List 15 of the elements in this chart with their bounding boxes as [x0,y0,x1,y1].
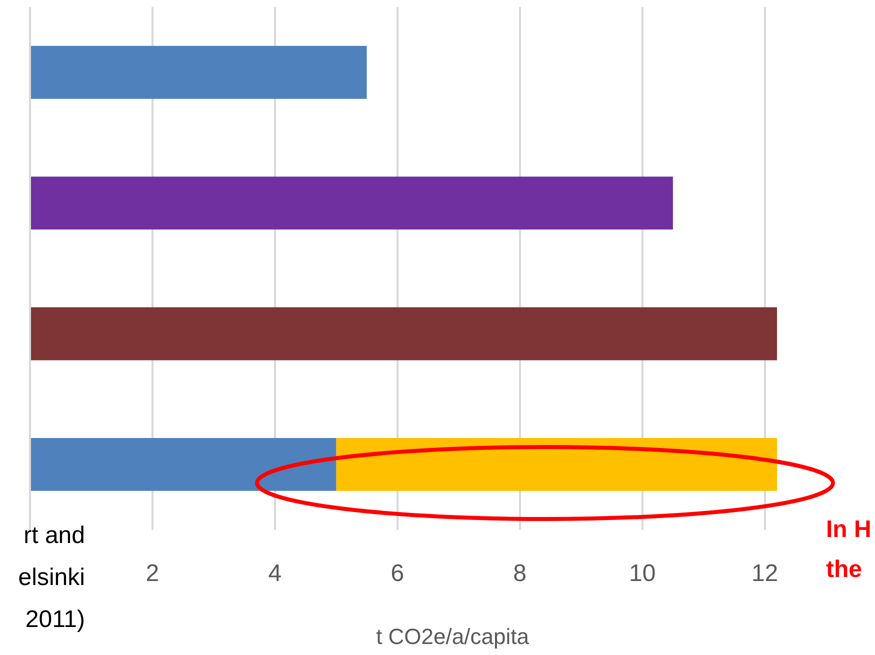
bar [31,307,778,360]
x-tick-label: 10 [628,560,656,587]
bar [31,176,673,230]
x-tick-label: 12 [751,560,778,587]
x-tick-label: 4 [268,560,282,587]
x-tick-label: 6 [390,560,404,587]
bar [31,46,367,99]
x-tick-label: 8 [513,560,527,587]
text: elsinki [18,563,85,593]
annotation: rt and [24,521,85,551]
x-axis-title: t CO2e/a/capita [376,624,530,649]
x-tick-label: 2 [146,560,160,587]
text: 2011) [25,605,85,635]
text: the [826,555,862,585]
annotation: In H [826,515,872,545]
